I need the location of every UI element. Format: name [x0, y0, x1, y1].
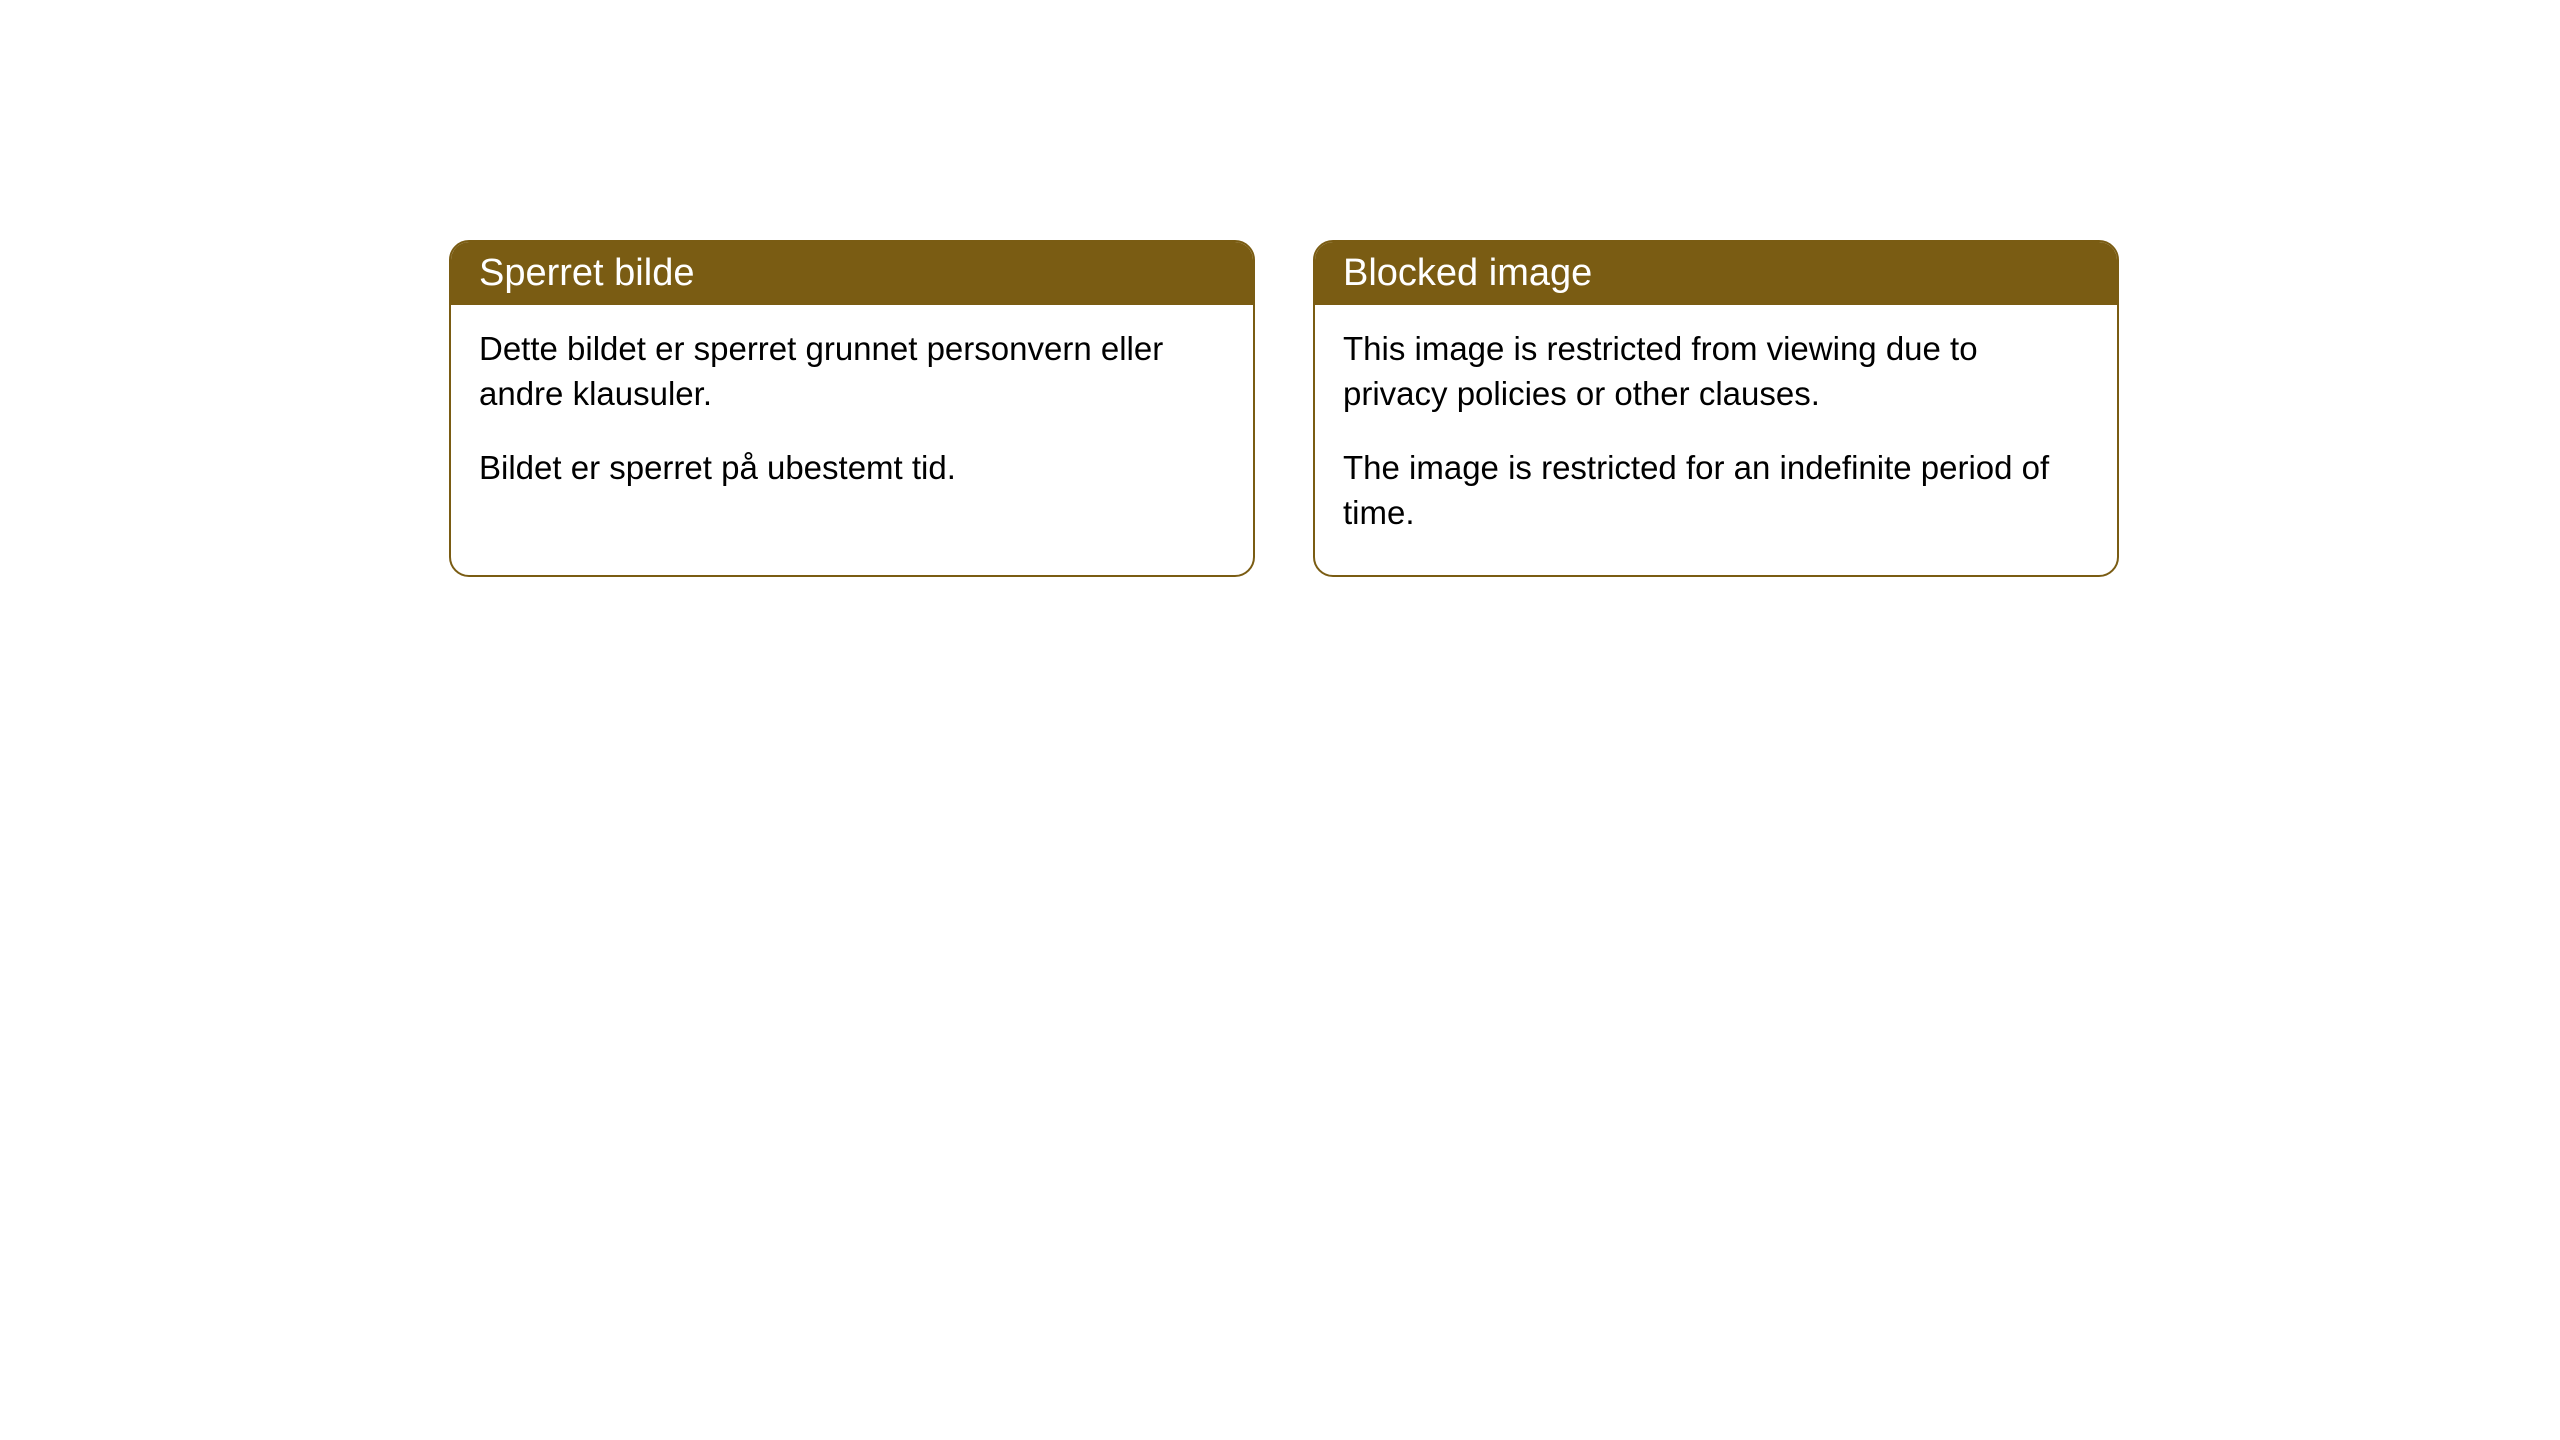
notice-paragraph: This image is restricted from viewing du…	[1343, 327, 2089, 416]
notice-container: Sperret bilde Dette bildet er sperret gr…	[449, 240, 2119, 577]
notice-paragraph: The image is restricted for an indefinit…	[1343, 446, 2089, 535]
notice-paragraph: Dette bildet er sperret grunnet personve…	[479, 327, 1225, 416]
card-title: Sperret bilde	[479, 252, 694, 294]
card-header: Blocked image	[1315, 242, 2117, 305]
notice-card-english: Blocked image This image is restricted f…	[1313, 240, 2119, 577]
card-body: Dette bildet er sperret grunnet personve…	[451, 305, 1253, 531]
notice-paragraph: Bildet er sperret på ubestemt tid.	[479, 446, 1225, 491]
notice-card-norwegian: Sperret bilde Dette bildet er sperret gr…	[449, 240, 1255, 577]
card-title: Blocked image	[1343, 252, 1592, 294]
card-body: This image is restricted from viewing du…	[1315, 305, 2117, 575]
card-header: Sperret bilde	[451, 242, 1253, 305]
